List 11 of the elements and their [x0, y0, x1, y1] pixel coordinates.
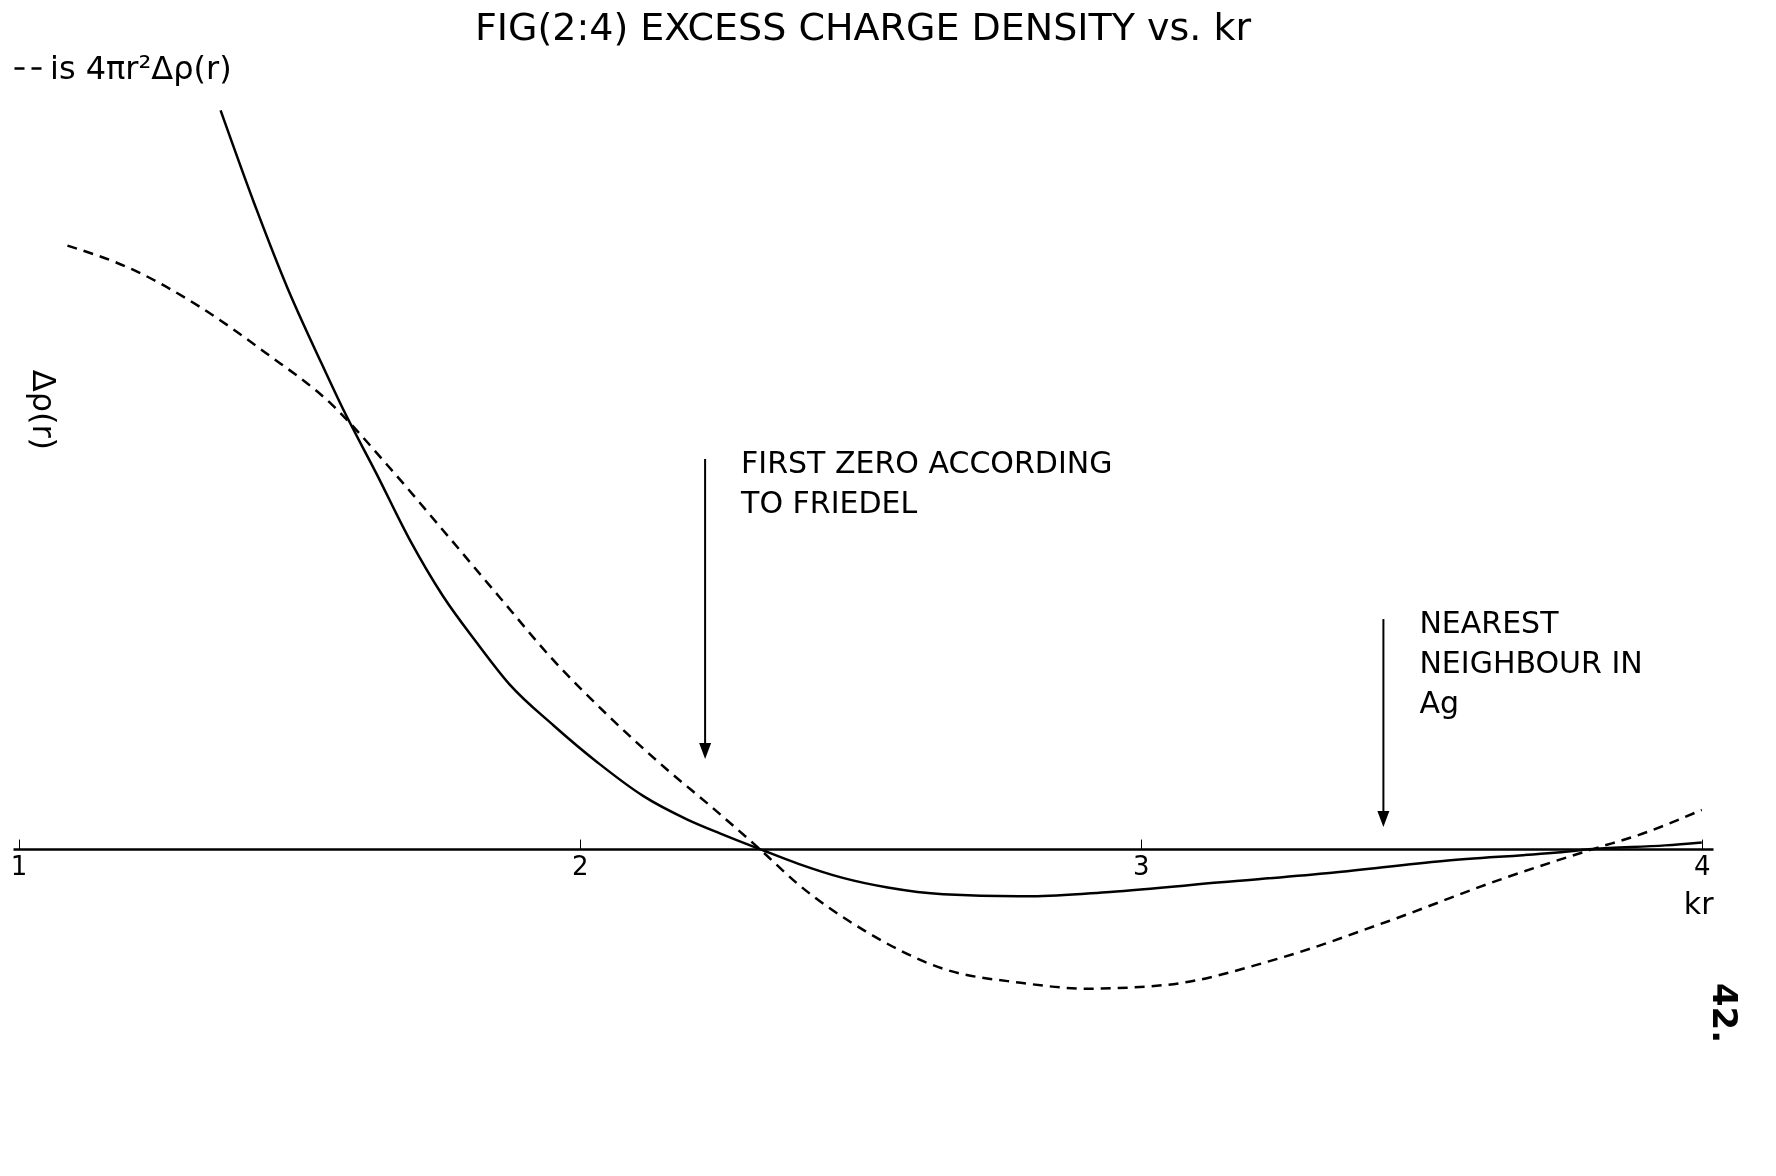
- legend-label: is 4πr²Δρ(r): [50, 48, 232, 87]
- x-tick-label: 2: [571, 850, 589, 881]
- annotation: FIRST ZERO ACCORDING TO FRIEDEL: [740, 445, 1113, 521]
- x-tick-label: 4: [1694, 850, 1711, 881]
- annotation: 42.: [1705, 982, 1745, 1044]
- x-tick-label: 3: [1132, 850, 1150, 881]
- annotation: NEAREST NEIGHBOUR IN Ag: [1419, 605, 1643, 721]
- x-axis-title: kr: [1683, 885, 1715, 921]
- y-axis-title: Δρ(r): [25, 369, 63, 451]
- x-tick-label: 1: [10, 850, 28, 881]
- chart-title: FIG(2:4) EXCESS CHARGE DENSITY vs. kr: [474, 5, 1252, 49]
